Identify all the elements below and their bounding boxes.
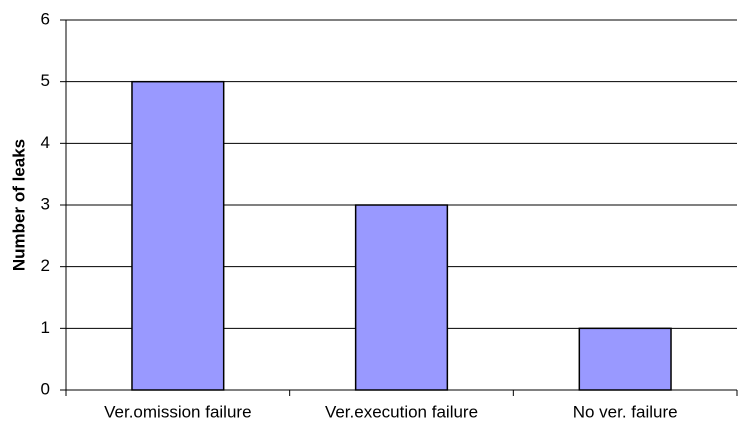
y-axis-label: Number of leaks xyxy=(9,139,28,271)
x-tick-label: No ver. failure xyxy=(573,402,678,421)
y-tick-label: 0 xyxy=(41,379,50,398)
y-tick-label: 3 xyxy=(41,194,50,213)
bar xyxy=(578,327,672,391)
y-tick-label: 4 xyxy=(41,133,50,152)
y-tick-label: 6 xyxy=(41,9,50,28)
x-tick-label: Ver.execution failure xyxy=(325,402,478,421)
y-tick-label: 2 xyxy=(41,256,50,275)
y-tick-label: 5 xyxy=(41,71,50,90)
y-tick-label: 1 xyxy=(41,318,50,337)
bar xyxy=(354,204,449,391)
x-tick-label: Ver.omission failure xyxy=(104,402,251,421)
bar xyxy=(131,80,225,391)
